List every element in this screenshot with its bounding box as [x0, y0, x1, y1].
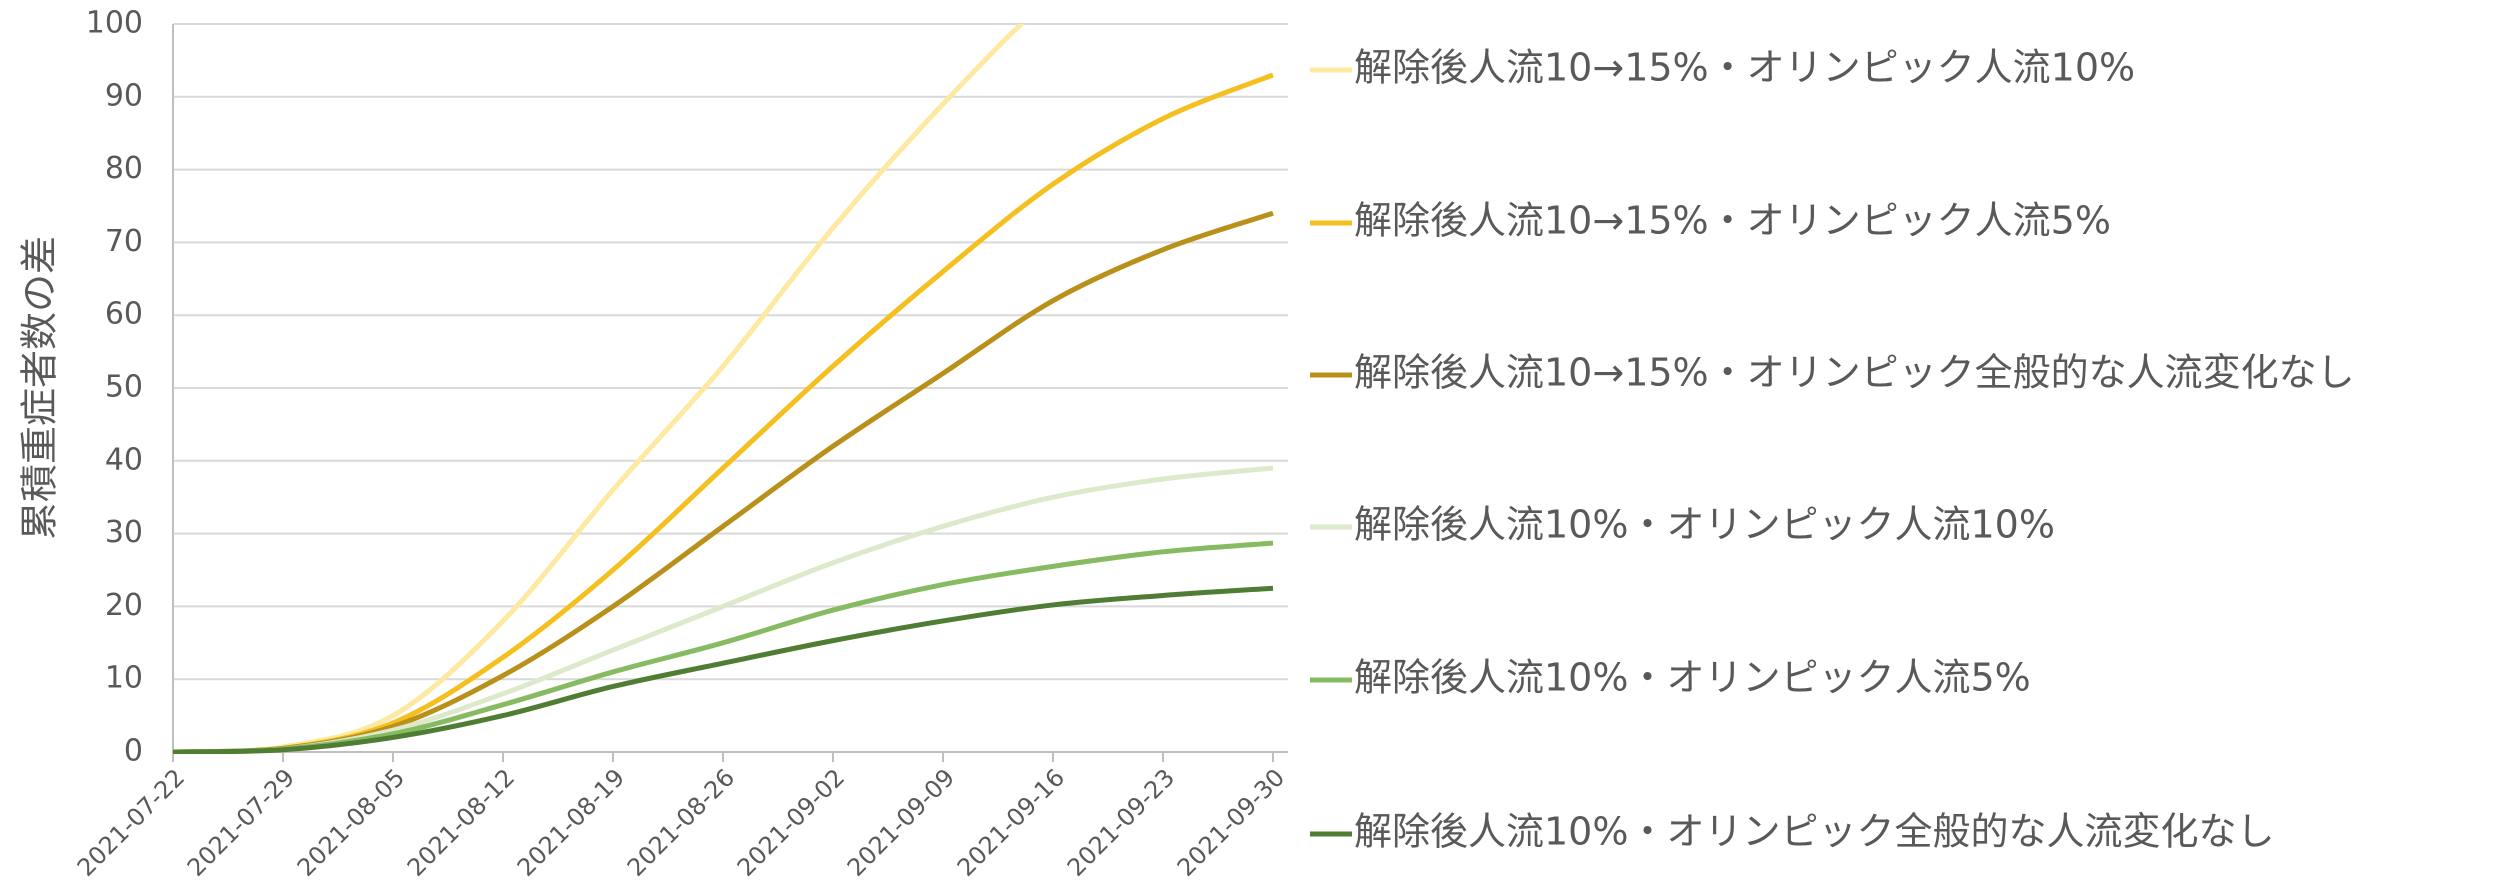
series-line — [173, 24, 1025, 754]
y-tick-label: 60 — [105, 297, 143, 332]
x-tick-label: 2021-09-02 — [732, 763, 850, 881]
plot-area — [173, 24, 1274, 754]
legend-label: 解除後人流10%・オリンピック人流5% — [1354, 656, 2031, 700]
x-tick-label: 2021-09-23 — [1062, 763, 1180, 881]
legend-label: 解除後人流10%・オリンピック人流10% — [1354, 503, 2055, 547]
x-tick-label: 2021-08-12 — [402, 763, 520, 881]
y-axis-label: 累積重症者数の差 — [18, 236, 62, 540]
y-tick-label: 50 — [105, 370, 143, 405]
x-tick-label: 2021-08-19 — [512, 763, 630, 881]
series-line — [173, 210, 1274, 754]
y-tick-label: 40 — [105, 442, 143, 477]
y-tick-label: 20 — [105, 588, 143, 623]
x-tick-label: 2021-09-16 — [952, 763, 1070, 881]
series-line — [173, 540, 1274, 754]
x-tick-label: 2021-09-30 — [1172, 763, 1290, 881]
y-tick-label: 70 — [105, 224, 143, 259]
series-line — [173, 465, 1274, 754]
legend-label: 解除後人流10→15%・オリンピック人流10% — [1354, 46, 2135, 90]
x-tick-label: 2021-09-09 — [842, 763, 960, 881]
x-tick-label: 2021-07-22 — [72, 763, 190, 881]
legend-label: 解除後人流10→15%・オリンピック全般的な人流変化なし — [1354, 351, 2355, 395]
y-tick-label: 0 — [124, 734, 143, 769]
y-tick-label: 30 — [105, 515, 143, 550]
x-tick-label: 2021-08-05 — [292, 763, 410, 881]
y-tick-label: 100 — [86, 6, 143, 41]
series-line — [173, 585, 1274, 754]
x-tick-label: 2021-08-26 — [622, 763, 740, 881]
series-line — [173, 72, 1274, 754]
y-tick-label: 80 — [105, 151, 143, 186]
y-tick-label: 90 — [105, 78, 143, 113]
y-tick-label: 10 — [105, 661, 143, 696]
legend-label: 解除後人流10→15%・オリンピック人流5% — [1354, 199, 2111, 243]
legend-label: 解除後人流10%・オリンピック全般的な人流変化なし — [1354, 810, 2274, 854]
x-tick-label: 2021-07-29 — [182, 763, 300, 881]
